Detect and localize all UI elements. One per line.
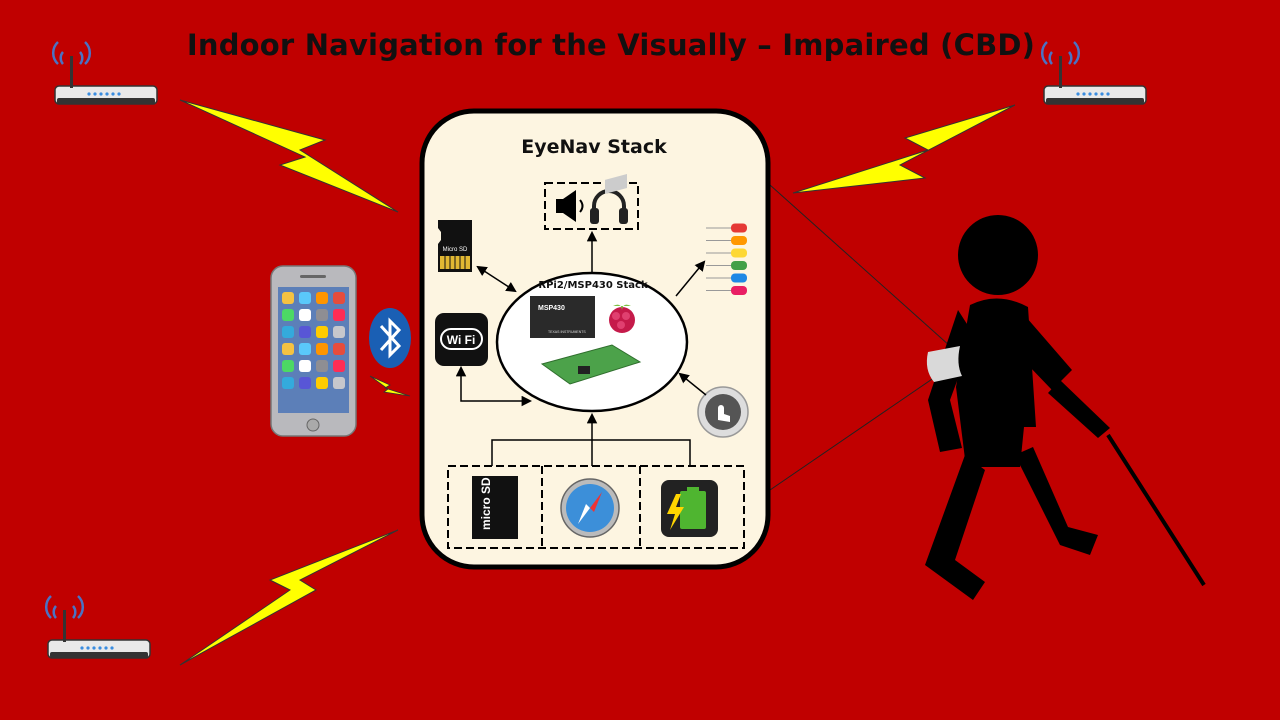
phone-app-icon [333, 343, 345, 355]
phone-app-icon [282, 343, 294, 355]
phone-app-icon [333, 377, 345, 389]
wifi-label: Wi Fi [447, 333, 476, 347]
phone-app-icon [333, 309, 345, 321]
led [731, 273, 747, 283]
led [731, 286, 747, 295]
stack-title: EyeNav Stack [521, 136, 667, 158]
phone-app-icon [282, 377, 294, 389]
connector-line [769, 359, 961, 491]
lightning-bolt-top-right [792, 104, 1016, 194]
wifi-router-icon [44, 594, 152, 660]
phone-app-icon [282, 326, 294, 338]
phone-app-icon [299, 377, 311, 389]
rpi-msp430-core [495, 271, 689, 413]
phone-app-icon [299, 343, 311, 355]
phone-app-icon [333, 292, 345, 304]
phone-app-icon [316, 309, 328, 321]
bluetooth-icon [369, 308, 411, 368]
phone-app-icon [282, 292, 294, 304]
lightning-bolt-bottom-left [179, 529, 399, 666]
phone-app-icon [299, 326, 311, 338]
sd-card-icon: Micro SD [438, 220, 472, 272]
blind-person-icon [925, 215, 1206, 600]
led [731, 236, 747, 245]
raspberry-pi-board-icon [540, 173, 642, 385]
battery-icon [661, 480, 718, 537]
inputs-box [447, 465, 745, 549]
msp430-chip-icon: MSP430 TEXAS INSTRUMENTS [530, 296, 595, 338]
lightning-bolt-top-left [179, 99, 399, 213]
phone-app-icon [316, 377, 328, 389]
wifi-icon: Wi Fi [435, 313, 488, 366]
phone-app-icon [316, 360, 328, 372]
audio-output-box [544, 182, 639, 230]
phone-app-icon [316, 326, 328, 338]
msp430-label: MSP430 [538, 305, 565, 312]
microsd-icon: micro SD [472, 476, 518, 539]
phone-app-icon [282, 360, 294, 372]
phone-app-icon [299, 292, 311, 304]
raspberry-pi-logo-icon [609, 304, 635, 333]
phone-app-icon [333, 326, 345, 338]
speaker-icon [556, 190, 584, 222]
led [731, 261, 747, 270]
led [731, 223, 747, 233]
compass-icon [560, 478, 620, 538]
ti-label: TEXAS INSTRUMENTS [548, 330, 586, 334]
phone-app-icon [282, 309, 294, 321]
phone-app-icon [299, 309, 311, 321]
title: Indoor Navigation for the Visually – Imp… [186, 28, 1036, 62]
touch-sensor-icon [697, 386, 749, 438]
sd-card-label: Micro SD [443, 247, 468, 253]
phone-app-icon [333, 360, 345, 372]
phone-app-icon [316, 292, 328, 304]
phone-app-icon [299, 360, 311, 372]
led-icon [706, 223, 747, 295]
wifi-router-icon [1040, 40, 1148, 106]
connector-line [769, 184, 961, 356]
microsd-label: micro SD [479, 477, 493, 530]
lightning-bolt-phone [369, 375, 411, 397]
core-title: RPi2/MSP430 Stack [538, 280, 648, 291]
led [731, 248, 747, 258]
wifi-router-icon [51, 40, 159, 106]
phone-app-icon [316, 343, 328, 355]
smartphone-icon [270, 265, 357, 437]
